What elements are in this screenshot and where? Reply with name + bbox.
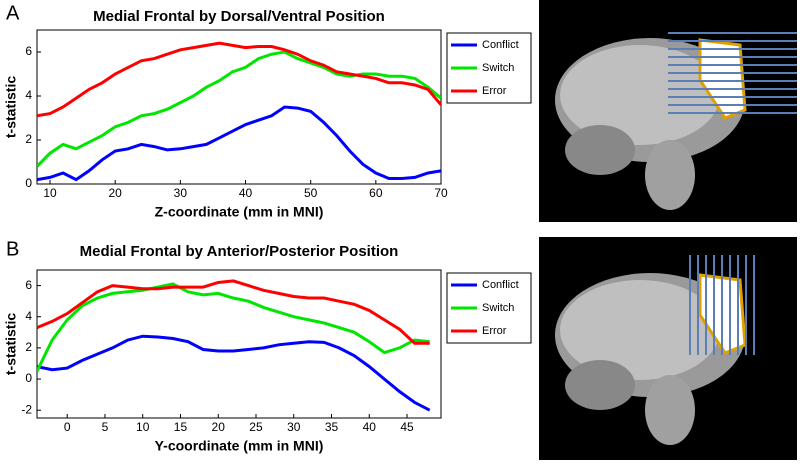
- data-line: [37, 105, 441, 182]
- y-tick-label: 4: [25, 88, 32, 102]
- x-tick-label: 20: [109, 186, 123, 200]
- plot-frame: [36, 29, 442, 185]
- x-tick-label: 40: [363, 420, 377, 434]
- chart-title: Medial Frontal by Dorsal/Ventral Positio…: [93, 8, 385, 25]
- x-axis-label: Z-coordinate (mm in MNI): [155, 204, 324, 220]
- panel-label: B: [6, 238, 19, 260]
- x-tick-label: 30: [287, 420, 301, 434]
- x-tick-label: 70: [434, 186, 448, 200]
- x-axis-label: Y-coordinate (mm in MNI): [155, 438, 324, 454]
- y-tick-label: 6: [25, 278, 32, 292]
- y-tick-label: -2: [21, 402, 32, 416]
- brain-image-b: [539, 237, 797, 460]
- x-tick-label: 10: [136, 420, 150, 434]
- legend-label: Conflict: [482, 279, 519, 291]
- data-line: [37, 282, 430, 372]
- y-axis-label: t-statistic: [3, 76, 19, 138]
- panel-label: A: [6, 2, 20, 24]
- chart-title: Medial Frontal by Anterior/Posterior Pos…: [80, 243, 399, 260]
- data-line: [37, 334, 431, 412]
- y-tick-label: 4: [25, 309, 32, 323]
- legend-label: Error: [482, 325, 507, 337]
- x-tick-label: 45: [400, 420, 414, 434]
- data-line: [37, 50, 441, 168]
- data-line: [37, 41, 441, 118]
- x-tick-label: 0: [64, 420, 71, 434]
- x-tick-label: 35: [325, 420, 339, 434]
- y-axis-label: t-statistic: [3, 313, 19, 375]
- x-tick-label: 30: [174, 186, 188, 200]
- legend-label: Conflict: [482, 39, 519, 51]
- x-tick-label: 5: [102, 420, 109, 434]
- x-tick-label: 20: [212, 420, 226, 434]
- x-tick-label: 10: [43, 186, 57, 200]
- legend-label: Switch: [482, 62, 514, 74]
- x-tick-label: 60: [369, 186, 383, 200]
- data-line: [37, 279, 430, 345]
- y-tick-label: 2: [25, 132, 32, 146]
- brain-image-a: [539, 0, 797, 222]
- legend-label: Switch: [482, 302, 514, 314]
- plot-frame: [36, 269, 442, 419]
- y-tick-label: 6: [25, 44, 32, 58]
- x-tick-label: 25: [249, 420, 263, 434]
- y-tick-label: 0: [25, 176, 32, 190]
- legend-label: Error: [482, 85, 507, 97]
- x-tick-label: 15: [174, 420, 188, 434]
- x-tick-label: 50: [304, 186, 318, 200]
- y-tick-label: 0: [25, 371, 32, 385]
- x-tick-label: 40: [239, 186, 253, 200]
- y-tick-label: 2: [25, 340, 32, 354]
